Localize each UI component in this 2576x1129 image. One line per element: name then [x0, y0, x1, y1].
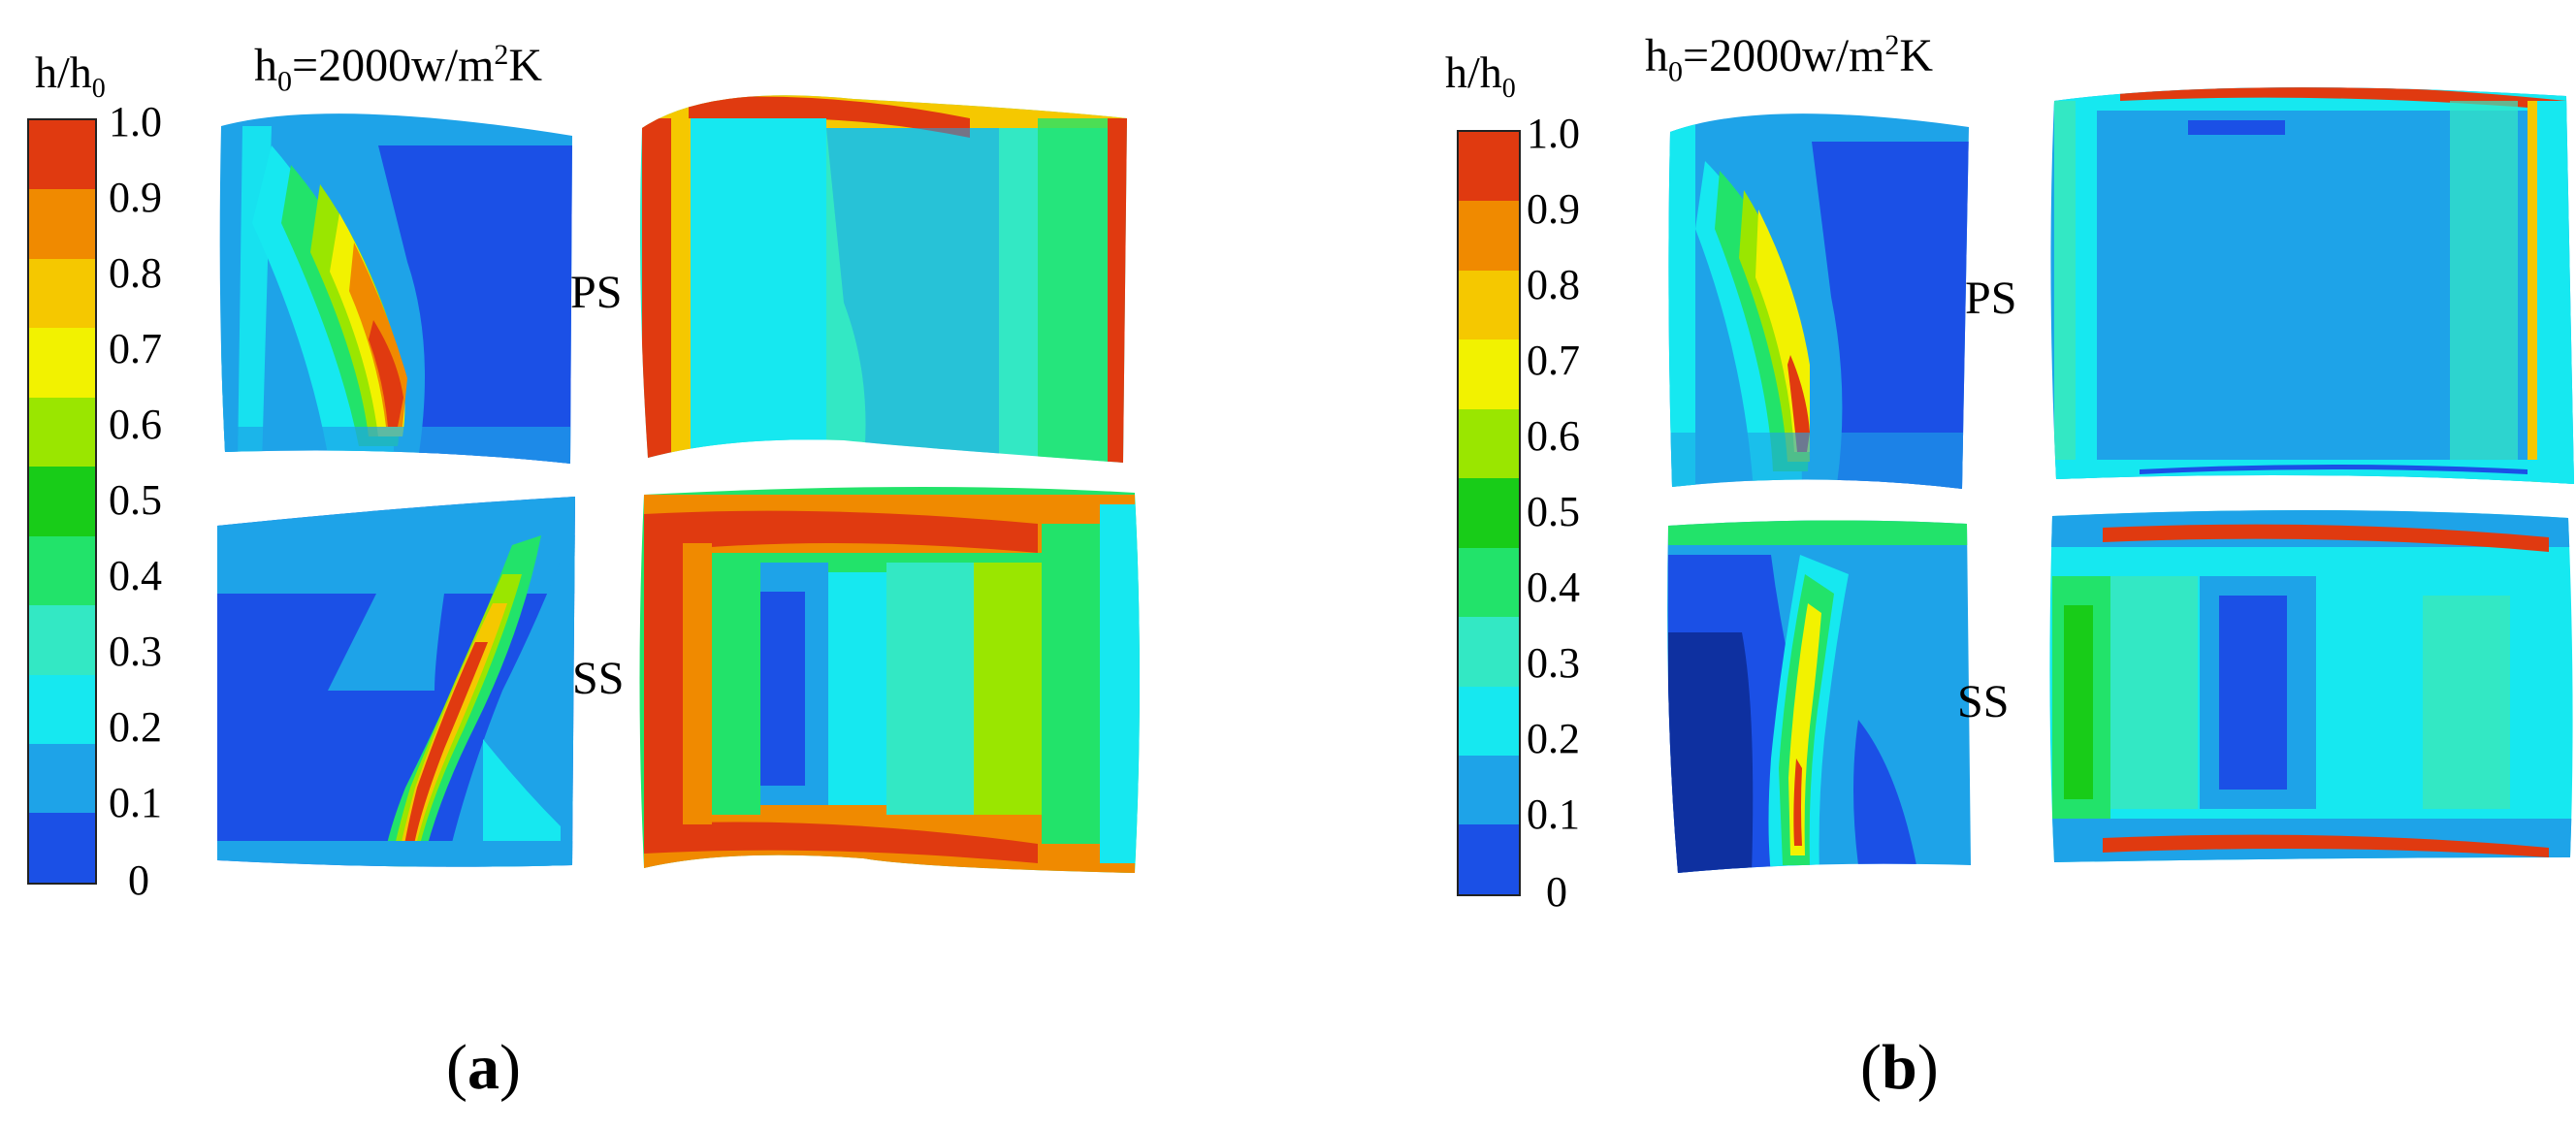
tick-label: 0.5 [1527, 488, 1580, 535]
tick-label: 0.1 [109, 779, 162, 826]
tick-label: 0.3 [1527, 639, 1580, 687]
blade-ss-view-2 [2049, 509, 2573, 862]
tick-label: 0.4 [1527, 564, 1580, 611]
colorbar [27, 118, 97, 885]
colorbar-title: h/h0 [1445, 48, 1516, 105]
tick-label: 0.3 [109, 628, 162, 675]
blade-ss-view-1 [217, 497, 575, 867]
panel-b: h/h0 h0=2000w/m2K 1.0 0.9 0.8 0.7 0.6 0.… [1288, 0, 2576, 1129]
tick-label: 0.1 [1527, 790, 1580, 838]
blade-ps-view-1 [219, 113, 573, 465]
tick-label: 0.5 [109, 476, 162, 524]
colorbar [1457, 130, 1521, 896]
tick-label: 0.6 [1527, 412, 1580, 460]
tick-label: 0 [1546, 868, 1567, 916]
tick-label: 0.2 [109, 703, 162, 751]
tick-label: 0.7 [109, 325, 162, 372]
blade-ss-view-1 [1667, 520, 1971, 873]
tick-label: 1.0 [109, 98, 162, 145]
tick-label: 0.8 [1527, 261, 1580, 308]
tick-label: 0.9 [1527, 185, 1580, 233]
reference-value: h0=2000w/m2K [1645, 29, 1934, 88]
ss-label: SS [572, 653, 625, 704]
blade-ss-view-2 [639, 486, 1140, 873]
panel-a: h/h0 h0=2000w/m2K 1.0 0.9 0.8 0.7 0.6 0.… [27, 39, 1140, 1103]
ss-label: SS [1957, 676, 2010, 727]
caption: (a) [446, 1032, 521, 1103]
blade-ps-view-2 [2050, 87, 2574, 484]
tick-label: 0.8 [109, 249, 162, 297]
ps-label: PS [1965, 273, 2017, 324]
tick-label: 0 [128, 856, 149, 904]
tick-label: 0.9 [109, 174, 162, 221]
tick-label: 0.4 [109, 552, 162, 599]
blade-ps-view-2 [640, 95, 1127, 463]
tick-label: 0.7 [1527, 337, 1580, 384]
blade-ps-view-1 [1668, 113, 1970, 490]
tick-label: 0.6 [109, 401, 162, 448]
colorbar-title: h/h0 [35, 48, 106, 105]
tick-label: 1.0 [1527, 110, 1580, 157]
ps-label: PS [570, 267, 623, 318]
caption: (b) [1860, 1032, 1939, 1103]
reference-value: h0=2000w/m2K [254, 39, 543, 98]
tick-label: 0.2 [1527, 715, 1580, 762]
